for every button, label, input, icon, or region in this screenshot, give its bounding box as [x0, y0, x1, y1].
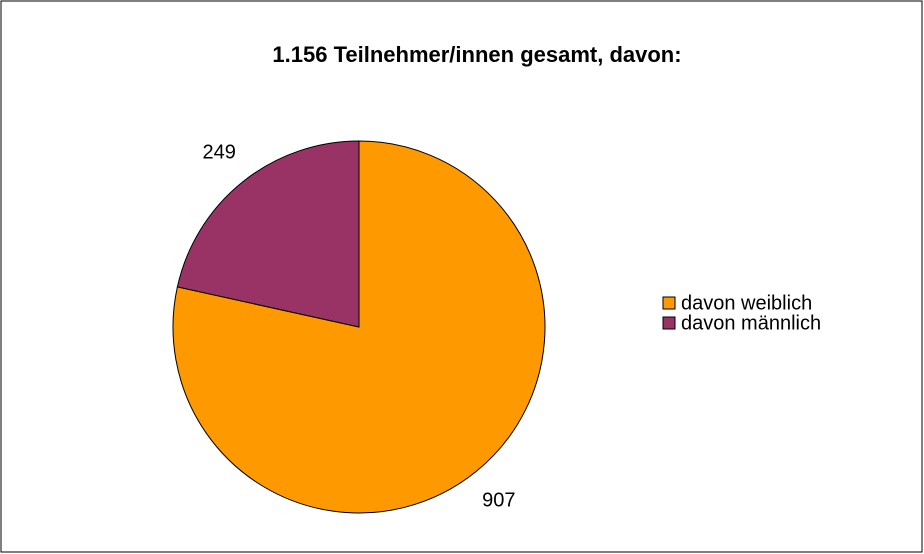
legend-swatch: [662, 316, 676, 330]
legend-swatch: [662, 296, 676, 310]
data-label: 249: [203, 141, 236, 163]
data-label: 907: [482, 489, 515, 511]
legend-label: davon weiblich: [681, 292, 812, 314]
pie-slice: [176, 140, 360, 328]
legend-label: davon männlich: [681, 312, 821, 334]
chart-title: 1.156 Teilnehmer/innen gesamt, davon:: [272, 42, 681, 67]
